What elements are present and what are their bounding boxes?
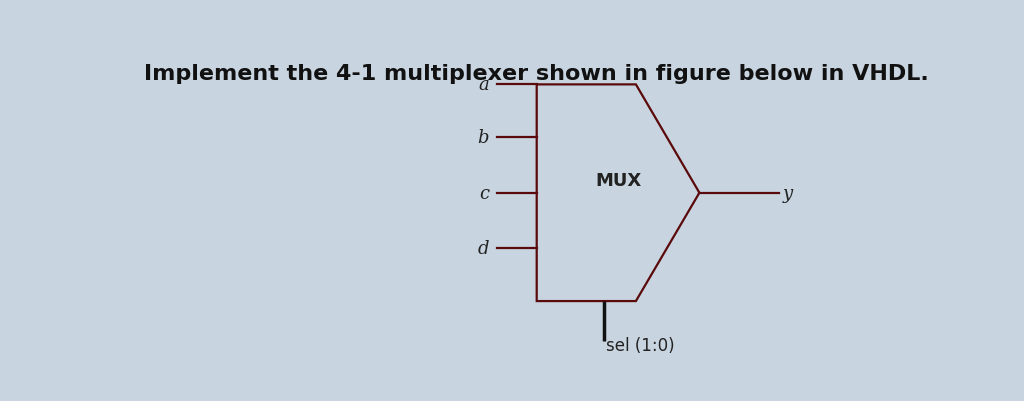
- Text: d: d: [477, 240, 489, 258]
- Text: c: c: [479, 184, 489, 202]
- Text: b: b: [477, 129, 489, 147]
- Text: Implement the 4-1 multiplexer shown in figure below in VHDL.: Implement the 4-1 multiplexer shown in f…: [143, 64, 929, 83]
- Text: a: a: [478, 76, 489, 94]
- Text: MUX: MUX: [595, 172, 641, 190]
- Text: y: y: [782, 184, 793, 202]
- Text: sel (1:0): sel (1:0): [605, 336, 674, 354]
